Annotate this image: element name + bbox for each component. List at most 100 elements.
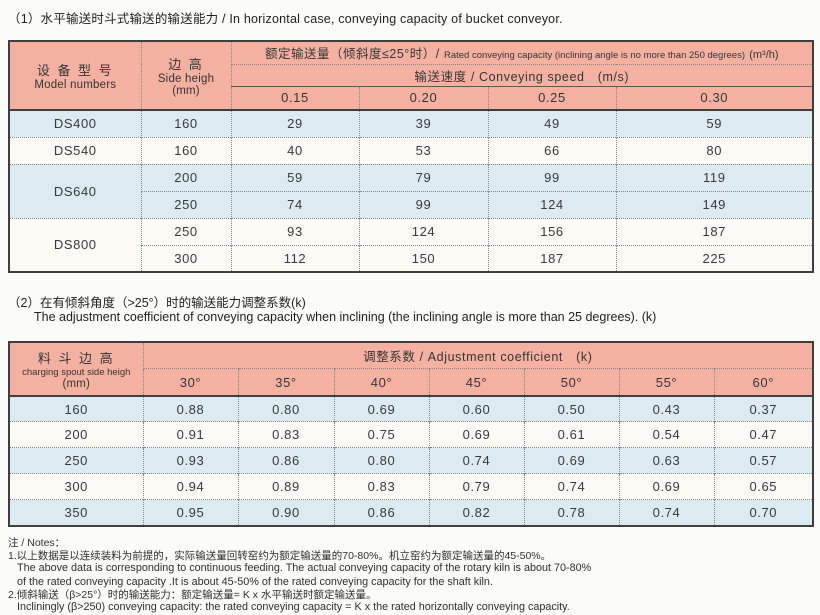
- spout-height-cell: 160: [8, 394, 143, 422]
- capacity-cell: 150: [358, 244, 488, 272]
- coefficient-cell: 0.57: [713, 447, 814, 474]
- rated-capacity-header-zh: 额定输送量（倾斜度≤25°时）/: [265, 47, 440, 62]
- coefficient-cell: 0.74: [428, 447, 524, 474]
- charging-spout-header-unit: (mm): [62, 377, 91, 390]
- coefficient-cell: 0.86: [237, 447, 334, 474]
- table-row: 250 74 99 124 149: [9, 190, 814, 218]
- side-height-header-en: Side heigh: [157, 73, 215, 85]
- capacity-cell: 124: [358, 217, 488, 245]
- angle-header: 60°: [713, 368, 814, 396]
- rated-capacity-header-unit: (m³/h): [749, 49, 779, 62]
- spout-height-cell: 200: [8, 421, 143, 448]
- table-row: 300 0.94 0.89 0.83 0.79 0.74 0.69 0.65: [8, 473, 814, 500]
- note1-en-line2: of the rated conveying capacity .It is a…: [17, 575, 493, 588]
- speed-value-header: 0.15: [230, 85, 359, 110]
- coefficient-cell: 0.94: [142, 473, 238, 500]
- capacity-cell: 187: [615, 217, 814, 245]
- coefficient-cell: 0.80: [333, 447, 429, 474]
- capacity-cell: 99: [487, 163, 616, 191]
- table-row: 200 0.91 0.83 0.75 0.69 0.61 0.54 0.47: [8, 421, 814, 448]
- coefficient-header: 调整系数 / Adjustment coefficient (k): [142, 341, 814, 369]
- model-cell: DS640: [8, 163, 141, 218]
- coefficient-cell: 0.86: [333, 499, 429, 526]
- coefficient-cell: 0.54: [618, 421, 714, 448]
- table-row: DS540 160 40 53 66 80: [8, 136, 814, 164]
- capacity-cell: 187: [487, 244, 616, 272]
- angle-header: 40°: [333, 368, 429, 396]
- coefficient-cell: 0.91: [142, 421, 238, 448]
- coefficient-cell: 0.80: [237, 394, 334, 422]
- spout-height-cell: 250: [8, 447, 143, 474]
- coefficient-cell: 0.69: [523, 447, 619, 474]
- capacity-cell: 39: [358, 109, 488, 137]
- note1-zh: 1.以上数据是以连续装料为前提的，实际输送量回转窑约为额定输送量的70-80%。…: [8, 549, 552, 562]
- capacity-table: 设 备 型 号 Model numbers 边 高 Side heigh (mm…: [8, 40, 815, 273]
- capacity-cell: 66: [487, 136, 616, 164]
- side-height-header-unit: (mm): [172, 85, 200, 97]
- charging-spout-header: 料 斗 边 高 charging spout side heigh (mm): [8, 341, 143, 396]
- speed-value-header: 0.30: [615, 85, 814, 110]
- coefficient-cell: 0.82: [428, 499, 524, 526]
- charging-spout-header-zh: 料 斗 边 高: [37, 350, 115, 366]
- coefficient-cell: 0.83: [237, 421, 334, 448]
- capacity-cell: 53: [358, 136, 488, 164]
- model-numbers-header: 设 备 型 号 Model numbers: [8, 40, 141, 110]
- side-height-cell: 250: [140, 217, 231, 245]
- capacity-cell: 225: [615, 244, 814, 272]
- capacity-cell: 112: [230, 244, 359, 272]
- capacity-cell: 59: [615, 109, 814, 137]
- spout-height-cell: 350: [8, 499, 143, 526]
- rated-capacity-header-en: Rated conveying capacity (inclining angl…: [443, 50, 745, 62]
- model-header-en: Model numbers: [34, 79, 117, 91]
- coefficient-cell: 0.47: [713, 421, 814, 448]
- note2-zh: 2.倾斜输送（β>25°）时的输送能力：额定输送量= K x 水平输送时额定输送…: [8, 588, 377, 601]
- coefficient-cell: 0.74: [618, 499, 714, 526]
- capacity-cell: 99: [358, 190, 488, 218]
- angle-header: 30°: [142, 368, 238, 396]
- charging-spout-header-en: charging spout side heigh: [22, 366, 131, 378]
- rated-capacity-header: 额定输送量（倾斜度≤25°时）/ Rated conveying capacit…: [230, 40, 814, 64]
- table-row: 300 112 150 187 225: [9, 244, 814, 272]
- notes-label: 注 / Notes：: [8, 536, 66, 549]
- model-header-zh: 设 备 型 号: [36, 63, 114, 78]
- coefficient-cell: 0.50: [523, 394, 619, 422]
- speed-value-header: 0.25: [487, 85, 616, 110]
- note2-en: Incliningly (β>250) conveying capacity: …: [17, 601, 570, 614]
- coefficient-cell: 0.74: [523, 473, 619, 500]
- capacity-cell: 29: [230, 109, 359, 137]
- note1-en-line1: The above data is corresponding to conti…: [17, 562, 592, 575]
- coefficient-cell: 0.89: [237, 473, 334, 500]
- coefficient-cell: 0.90: [237, 499, 334, 526]
- coefficient-cell: 0.63: [618, 447, 714, 474]
- table-row: 160 0.88 0.80 0.69 0.60 0.50 0.43 0.37: [8, 394, 814, 422]
- coefficient-cell: 0.37: [713, 394, 814, 422]
- section2-title-zh: （2）在有倾斜角度（>25°）时的输送能力调整系数(k): [8, 296, 306, 310]
- side-height-header-zh: 边 高: [168, 57, 204, 72]
- table-row: 250 0.93 0.86 0.80 0.74 0.69 0.63 0.57: [8, 447, 814, 474]
- model-cell: DS800: [8, 217, 141, 272]
- capacity-cell: 59: [230, 163, 359, 191]
- coefficient-cell: 0.83: [333, 473, 429, 500]
- side-height-cell: 300: [140, 244, 231, 272]
- capacity-cell: 124: [487, 190, 616, 218]
- adjustment-coefficient-table: 料 斗 边 高 charging spout side heigh (mm) 调…: [8, 340, 815, 527]
- coefficient-cell: 0.61: [523, 421, 619, 448]
- capacity-cell: 40: [230, 136, 359, 164]
- conveying-speed-header: 输送速度 / Conveying speed (m/s): [230, 63, 814, 86]
- capacity-cell: 79: [358, 163, 488, 191]
- table-row: 350 0.95 0.90 0.86 0.82 0.78 0.74 0.70: [8, 499, 814, 526]
- capacity-cell: 93: [230, 217, 359, 245]
- angle-header: 45°: [428, 368, 524, 396]
- coefficient-cell: 0.60: [428, 394, 524, 422]
- table-row: DS400 160 29 39 49 59: [8, 109, 814, 137]
- capacity-cell: 49: [487, 109, 616, 137]
- coefficient-cell: 0.93: [142, 447, 238, 474]
- angle-header: 35°: [237, 368, 334, 396]
- side-height-cell: 160: [140, 109, 231, 137]
- capacity-cell: 80: [615, 136, 814, 164]
- coefficient-cell: 0.95: [142, 499, 238, 526]
- section1-title: （1）水平输送时斗式输送的输送能力 / In horizontal case, …: [8, 12, 563, 26]
- capacity-cell: 74: [230, 190, 359, 218]
- side-height-cell: 160: [140, 136, 231, 164]
